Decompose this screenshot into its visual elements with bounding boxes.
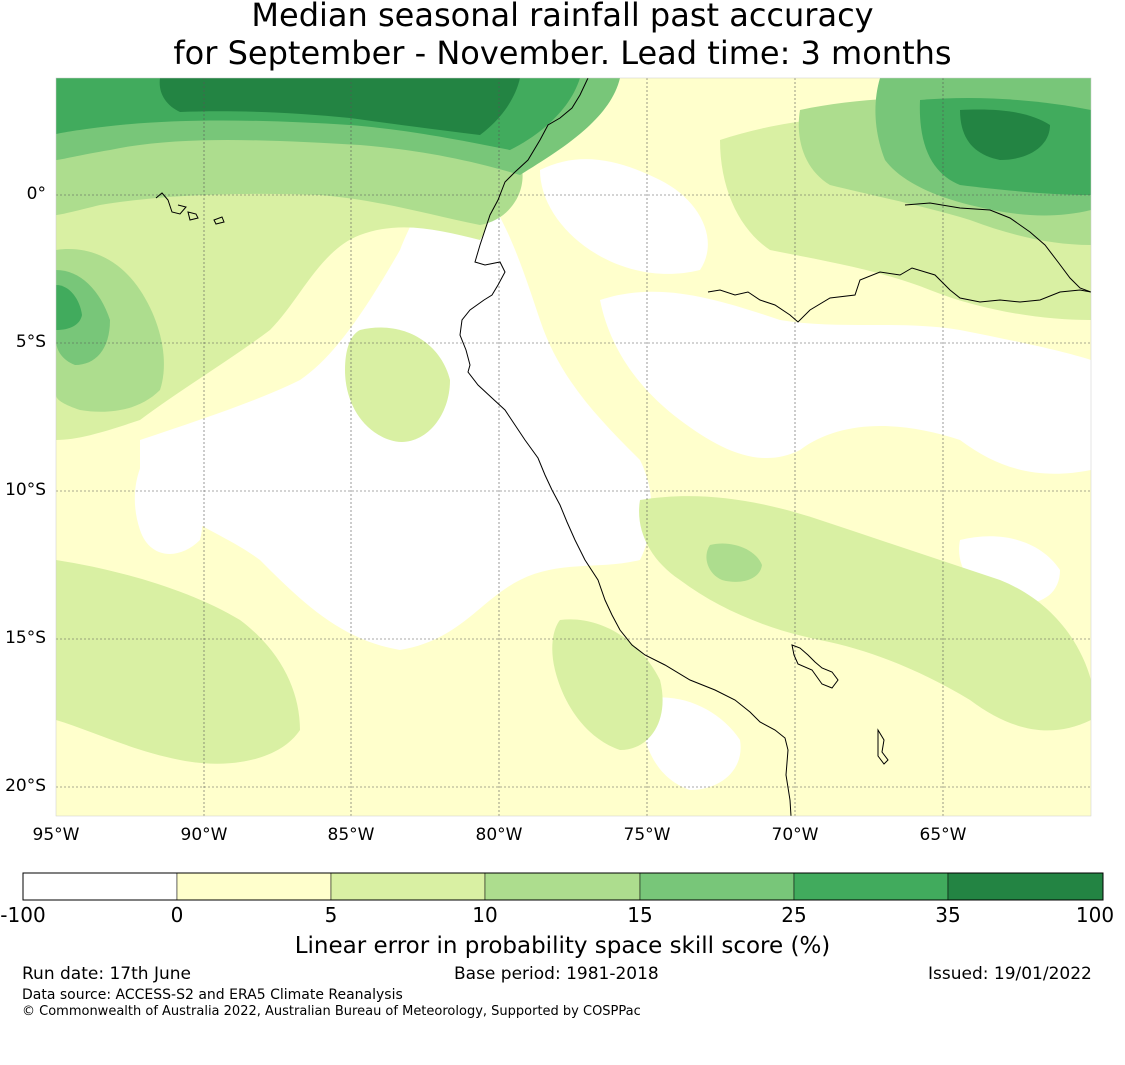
colorbar-tick-neg100: -100 — [0, 903, 46, 927]
field-5-10-center — [345, 327, 450, 442]
lat-label-15s: 15°S — [5, 628, 46, 648]
lat-label-5s: 5°S — [15, 332, 46, 352]
field-5-10-southwest — [56, 560, 300, 764]
colorbar-bin-15-25 — [639, 872, 795, 901]
field-no-skill-south — [640, 697, 741, 790]
colorbar-bin-10-15 — [484, 872, 641, 901]
colorbar-tick-100: 100 — [1075, 903, 1115, 927]
lon-label-80w: 80°W — [475, 825, 523, 845]
field-5-10-coast-south — [552, 619, 663, 750]
lon-label-65w: 65°W — [919, 825, 967, 845]
gridlines — [56, 78, 1091, 816]
colorbar-title: Linear error in probability space skill … — [294, 933, 831, 959]
map-title-line2: for September - November. Lead time: 3 m… — [173, 34, 952, 72]
coastline-galapagos — [155, 192, 225, 225]
colorbar-bin-5-10 — [330, 872, 486, 901]
data-source: Data source: ACCESS-S2 and ERA5 Climate … — [22, 987, 403, 1003]
colorbar-tick-0: 0 — [170, 903, 184, 927]
lon-label-85w: 85°W — [327, 825, 375, 845]
lat-label-0: 0° — [26, 184, 46, 204]
colorbar-tick-15: 15 — [627, 903, 653, 927]
coastline-amazon-river — [707, 267, 1091, 323]
coastline — [155, 78, 1091, 816]
colorbar-frame — [22, 872, 1104, 901]
lon-label-70w: 70°W — [771, 825, 819, 845]
field-5-10-northwest — [56, 150, 491, 440]
field-no-skill-north — [540, 159, 708, 274]
lat-label-20s: 20°S — [5, 776, 46, 796]
lon-label-90w: 90°W — [180, 825, 228, 845]
colorbar-bin-25-35 — [793, 872, 949, 901]
colorbar-tick-35: 35 — [935, 903, 961, 927]
colorbar-bin-0-5 — [176, 872, 332, 901]
field-25-35-west — [56, 285, 82, 330]
field-no-skill-east — [600, 291, 1091, 474]
field-10-15-patch — [706, 543, 762, 582]
lat-label-10s: 10°S — [5, 480, 46, 500]
colorbar — [22, 872, 1104, 901]
lon-label-95w: 95°W — [32, 825, 80, 845]
colorbar-tick-10: 10 — [472, 903, 498, 927]
colorbar-tick-25: 25 — [781, 903, 807, 927]
lon-label-75w: 75°W — [623, 825, 671, 845]
coastline-lake-titicaca — [791, 644, 839, 689]
coastline-south-america — [459, 78, 792, 816]
field-35-100-north — [159, 78, 520, 135]
base-period: Base period: 1981-2018 — [454, 964, 659, 984]
colorbar-bin-neg100-0 — [22, 872, 178, 901]
copyright: © Commonwealth of Australia 2022, Austra… — [22, 1004, 641, 1019]
colorbar-tick-5: 5 — [324, 903, 338, 927]
coastline-amazon-north — [904, 202, 1091, 293]
map-frame — [55, 77, 1092, 817]
skill-field — [56, 78, 1091, 816]
colorbar-bin-35-100 — [947, 872, 1104, 901]
field-no-skill-west — [134, 450, 203, 554]
run-date: Run date: 17th June — [22, 964, 191, 984]
map-title-line1: Median seasonal rainfall past accuracy — [251, 0, 874, 34]
field-35-100-northeast — [960, 109, 1050, 160]
issued-date: Issued: 19/01/2022 — [928, 964, 1092, 984]
coastline-lake-poopo — [877, 728, 889, 765]
